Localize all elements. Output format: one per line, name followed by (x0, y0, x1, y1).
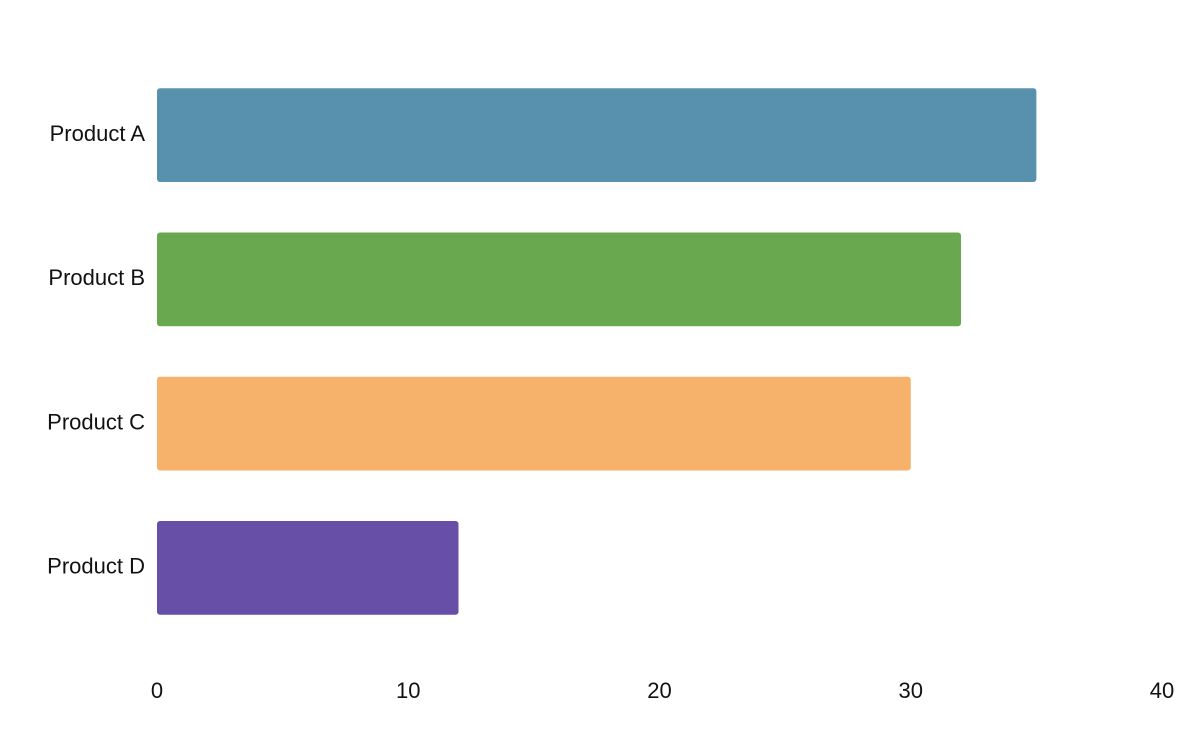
y-tick-label: Product A (50, 121, 146, 146)
x-tick-label: 10 (396, 678, 420, 703)
bar (157, 232, 961, 327)
y-tick-label: Product C (47, 409, 145, 434)
bar (157, 88, 1037, 183)
x-tick-label: 30 (899, 678, 923, 703)
x-tick-label: 40 (1150, 678, 1174, 703)
y-tick-label: Product D (47, 554, 145, 579)
y-tick-label: Product B (48, 265, 145, 290)
bar (157, 520, 459, 615)
bar (157, 376, 911, 471)
x-tick-label: 0 (151, 678, 163, 703)
x-tick-label: 20 (647, 678, 671, 703)
